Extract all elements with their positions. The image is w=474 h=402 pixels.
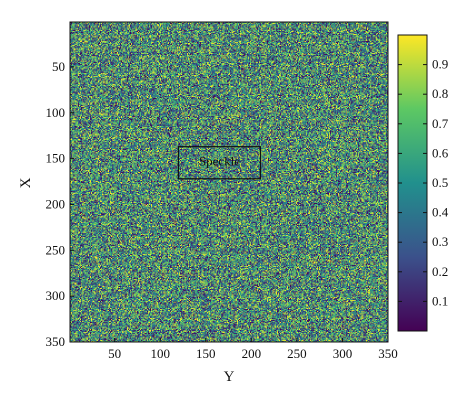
colorbar-tick-label: 0.6 [432, 145, 449, 160]
colorbar-tick-label: 0.1 [432, 293, 448, 308]
y-tick-label: 50 [52, 59, 65, 74]
colorbar-ticks: 0.1 0.2 0.3 0.4 0.5 0.6 0.7 0.8 0.9 [398, 57, 449, 308]
y-axis: 50 100 150 200 250 300 350 [46, 59, 74, 349]
colorbar-tick-label: 0.5 [432, 175, 448, 190]
x-tick-label: 300 [333, 346, 353, 361]
speckle-annotation: Speckle [177, 146, 262, 180]
y-tick-label: 200 [46, 196, 66, 211]
annotation-label: Speckle [199, 154, 240, 169]
y-tick-label: 150 [46, 151, 66, 166]
colorbar-tick-label: 0.2 [432, 264, 448, 279]
x-tick-label: 100 [150, 346, 170, 361]
x-tick-label: 250 [287, 346, 307, 361]
x-tick-label: 150 [196, 346, 216, 361]
x-tick-label: 350 [378, 346, 398, 361]
colorbar-tick-label: 0.9 [432, 57, 448, 72]
y-tick-label: 250 [46, 242, 66, 257]
colorbar-tick-label: 0.7 [432, 116, 449, 131]
annotation-box [177, 146, 262, 180]
x-tick-label: 50 [108, 346, 121, 361]
y-axis-label: X [18, 177, 34, 188]
colorbar: 0.1 0.2 0.3 0.4 0.5 0.6 0.7 0.8 0.9 [397, 34, 449, 332]
y-tick-label: 350 [46, 334, 66, 349]
colorbar-tick-label: 0.8 [432, 86, 448, 101]
speckle-heatmap [70, 22, 388, 342]
plot-frame [69, 21, 389, 343]
y-tick-label: 100 [46, 105, 66, 120]
x-tick-label: 200 [242, 346, 262, 361]
y-tick-label: 300 [46, 288, 66, 303]
colorbar-tick-label: 0.3 [432, 234, 448, 249]
colorbar-tick-label: 0.4 [432, 205, 449, 220]
x-axis-label: Y [224, 369, 235, 385]
heatmap-plot [69, 21, 389, 343]
colorbar-gradient [398, 35, 427, 331]
x-axis: 50 100 150 200 250 300 350 [108, 338, 398, 361]
